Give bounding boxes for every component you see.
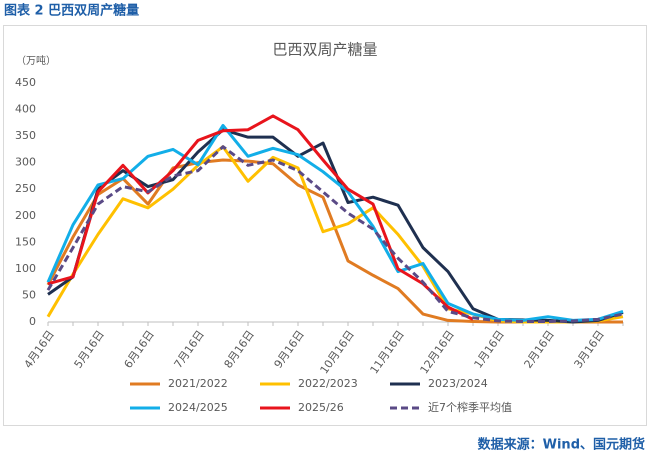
y-tick-label: 450 — [15, 76, 36, 89]
legend-label: 2025/26 — [298, 401, 344, 414]
y-tick-label: 250 — [15, 182, 36, 195]
legend-label: 2024/2025 — [168, 401, 228, 414]
y-tick-label: 200 — [15, 209, 36, 222]
source: 数据来源：Wind、国元期货 — [478, 437, 645, 453]
x-tick-label: 11月16日 — [368, 328, 407, 376]
x-tick-label: 7月16日 — [172, 328, 207, 371]
y-tick-label: 150 — [15, 235, 36, 248]
y-axis-label: （万吨） — [16, 54, 56, 67]
series-line — [46, 158, 623, 324]
y-tick-label: 400 — [15, 103, 36, 116]
x-tick-label: 5月16日 — [72, 328, 107, 371]
x-tick-label: 9月16日 — [272, 328, 307, 371]
chart-title: 巴西双周产糖量 — [272, 41, 377, 59]
x-tick-label: 12月16日 — [418, 328, 457, 376]
legend-label: 2021/2022 — [168, 377, 228, 390]
series-line — [46, 145, 624, 323]
x-tick-label: 4月16日 — [22, 328, 57, 371]
legend-label: 近7个榨季平均值 — [428, 400, 512, 414]
x-tick-label: 2月16日 — [522, 328, 557, 371]
y-tick-label: 300 — [15, 156, 36, 169]
frame — [3, 25, 647, 426]
series-line — [47, 114, 474, 321]
series-line — [46, 123, 624, 322]
legend-label: 2022/2023 — [298, 377, 358, 390]
x-tick-label: 1月16日 — [472, 328, 507, 371]
header: 图表 2 巴西双周产糖量 — [4, 3, 139, 19]
legend-label: 2023/2024 — [428, 377, 488, 390]
y-tick-label: 350 — [15, 129, 36, 142]
x-tick-label: 6月16日 — [122, 328, 157, 371]
x-tick-label: 10月16日 — [318, 328, 357, 376]
x-tick-label: 3月16日 — [572, 328, 607, 371]
x-tick-label: 8月16日 — [222, 328, 257, 371]
y-tick-label: 0 — [29, 315, 36, 328]
y-tick-label: 100 — [15, 262, 36, 275]
y-tick-label: 50 — [22, 288, 36, 301]
